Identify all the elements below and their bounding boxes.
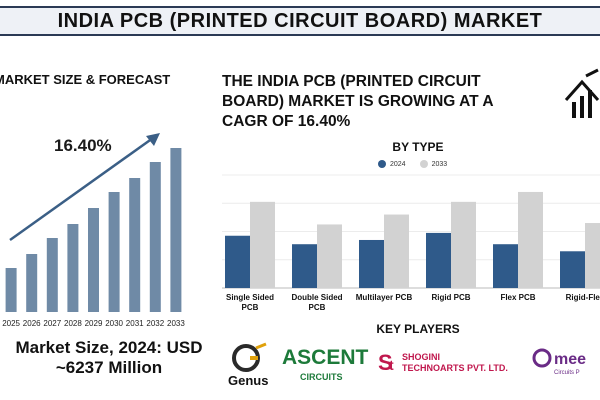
cagr-heading: THE INDIA PCB (PRINTED CIRCUIT BOARD) MA… <box>222 73 493 130</box>
type-bar-2024-1 <box>292 244 317 288</box>
type-bar-2033-5 <box>585 223 600 288</box>
forecast-tick-2029: 2029 <box>85 319 103 328</box>
forecast-bar-2029 <box>88 208 99 312</box>
forecast-tick-2025: 2025 <box>2 319 20 328</box>
ascent-circuits-logo: ASCENT CIRCUITS <box>282 346 369 382</box>
cagr-label: 16.40% <box>54 136 112 155</box>
type-category-label: Double Sided <box>291 293 342 302</box>
forecast-tick-2033: 2033 <box>167 319 185 328</box>
forecast-heading: MARKET SIZE & FORECAST <box>0 72 171 87</box>
market-size-text: Market Size, 2024: USD ~6237 Million <box>0 338 224 378</box>
forecast-bar-2033 <box>170 148 182 312</box>
forecast-tick-2032: 2032 <box>146 319 164 328</box>
meena-logo-top: mee <box>554 351 586 368</box>
growth-arrow-line <box>9 136 154 242</box>
forecast-bar-2025 <box>5 268 17 312</box>
shogini-logo-bottom: TECHNOARTS PVT. LTD. <box>402 363 508 373</box>
legend-item-2033: 2033 <box>419 160 448 168</box>
market-size-line1: Market Size, 2024: USD <box>15 338 203 357</box>
type-category-label: Rigid PCB <box>431 293 470 302</box>
shogini-logo: S t SHOGINI TECHNOARTS PVT. LTD. <box>378 350 508 375</box>
type-bar-2033-4 <box>518 191 543 288</box>
type-bar-2024-3 <box>426 232 451 288</box>
ascent-logo-bottom: CIRCUITS <box>300 372 343 382</box>
legend-swatch-2024 <box>378 160 386 168</box>
type-bar-2033-2 <box>384 214 409 288</box>
type-bar-2033-0 <box>250 201 275 288</box>
type-bar-2024-4 <box>493 244 518 288</box>
type-category-label: Flex PCB <box>500 293 535 302</box>
page-title: INDIA PCB (PRINTED CIRCUIT BOARD) MARKET <box>57 9 543 32</box>
forecast-bar-2030 <box>108 192 120 312</box>
type-bar-2024-2 <box>359 239 384 288</box>
market-size-line2: ~6237 Million <box>55 358 163 377</box>
key-players-logos: Genus ASCENT CIRCUITS S t SHOGINI TECHNO… <box>222 340 600 390</box>
type-bar-2024-5 <box>560 251 585 288</box>
key-players-title: KEY PLAYERS <box>376 322 460 336</box>
type-category-label: PCB <box>309 303 326 312</box>
forecast-tick-2026: 2026 <box>23 319 41 328</box>
svg-text:S: S <box>378 350 393 375</box>
genus-logo: Genus <box>228 342 268 388</box>
type-bar-2033-1 <box>317 224 342 288</box>
svg-text:t: t <box>389 357 394 373</box>
forecast-bar-2031 <box>129 178 141 312</box>
legend-label-2033: 2033 <box>431 160 448 168</box>
forecast-tick-2031: 2031 <box>126 319 144 328</box>
type-category-label: Multilayer PCB <box>356 293 413 302</box>
forecast-bar-2026 <box>26 254 38 312</box>
forecast-tick-2030: 2030 <box>105 319 123 328</box>
legend-item-2024: 2024 <box>378 160 406 168</box>
meena-logo-bottom: Circuits P <box>554 370 580 376</box>
type-bar-2033-3 <box>451 201 476 288</box>
title-bar: INDIA PCB (PRINTED CIRCUIT BOARD) MARKET <box>0 6 600 36</box>
forecast-bar-2027 <box>46 238 58 312</box>
ascent-logo-top: ASCENT <box>282 346 369 369</box>
growth-arrow-head <box>146 133 160 146</box>
by-type-legend: 2024 2033 <box>378 160 447 168</box>
forecast-bar-2028 <box>67 224 79 312</box>
house-growth-icon <box>564 68 600 118</box>
forecast-tick-2028: 2028 <box>64 319 82 328</box>
by-type-title: BY TYPE <box>392 140 444 154</box>
forecast-chart: 2024202520262027202820292030203120322033 <box>2 133 185 328</box>
shogini-logo-top: SHOGINI <box>402 352 440 362</box>
forecast-bar-2032 <box>149 162 161 312</box>
forecast-tick-2027: 2027 <box>43 319 61 328</box>
genus-logo-text: Genus <box>228 373 268 388</box>
legend-label-2024: 2024 <box>390 160 406 168</box>
type-category-label: Rigid-Flex <box>566 293 600 302</box>
type-category-label: Single Sided <box>226 293 274 302</box>
type-category-label: PCB <box>242 303 259 312</box>
legend-swatch-2033 <box>419 160 428 168</box>
type-bar-2024-0 <box>225 235 250 288</box>
meena-circuits-logo: mee Circuits P <box>532 348 586 376</box>
